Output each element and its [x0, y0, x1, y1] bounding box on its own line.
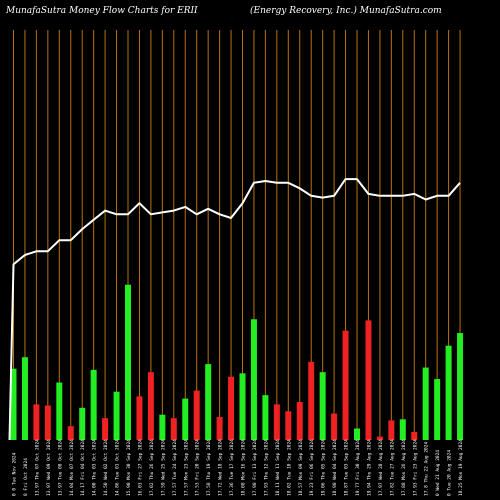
- x-tick-label: 19.23 Fri 06 Sep 2024: [309, 439, 315, 496]
- x-tick-label: 19.06 Thu 05 Sep 2024: [321, 439, 327, 496]
- money-flow-bar: [365, 320, 372, 440]
- money-flow-bar: [67, 426, 74, 440]
- x-tick-label: 17.88 Mon 26 Aug 2024: [401, 439, 407, 496]
- x-tick-label: 18.11 Wed 11 Sep 2024: [275, 439, 281, 496]
- x-tick-label: 14.50 Wed 02 Oct 2024: [103, 439, 109, 496]
- chart-title-right: (Energy Recovery, Inc.) MunafaSutra.com: [250, 6, 442, 16]
- money-flow-bar: [285, 411, 292, 440]
- x-tick-label: 0 Wed 21 Aug 2024: [435, 450, 441, 496]
- x-tick-label: 16.03 Fri 27 Sep 2024: [137, 439, 143, 496]
- money-flow-bar: [388, 420, 395, 440]
- money-flow-bar: [193, 390, 200, 440]
- money-flow-bar: [79, 407, 86, 440]
- x-tick-label: 18.25 Mon 19 Aug 2024: [458, 439, 464, 496]
- money-flow-bar: [33, 404, 40, 440]
- x-tick-label: 17.36 Tue 17 Sep 2024: [229, 439, 235, 496]
- x-tick-label: 17.58 Thu 19 Sep 2024: [206, 439, 212, 496]
- money-flow-bar: [170, 418, 177, 440]
- money-flow-bar: [10, 368, 17, 440]
- x-tick-label: 0 Tue 20 Aug 2024: [447, 450, 453, 496]
- x-tick-label: 17.82 Tue 27 Aug 2024: [389, 439, 395, 496]
- x-tick-label: 19.77 Fri 30 Aug 2024: [355, 439, 361, 496]
- x-tick-label: 18.08 Mon 16 Sep 2024: [241, 439, 247, 496]
- x-tick-label: 18.57 Mon 09 Sep 2024: [298, 439, 304, 496]
- money-flow-bar: [102, 418, 109, 440]
- money-flow-bar: [147, 372, 154, 440]
- money-flow-bar: [113, 391, 120, 440]
- x-tick-label: 19.94 Thu 29 Aug 2024: [366, 439, 372, 496]
- money-flow-bar: [399, 419, 406, 440]
- money-flow-bar: [273, 404, 280, 440]
- x-tick-label: 17.59 Wed 25 Sep 2024: [160, 439, 166, 496]
- price-line: [8, 178, 461, 441]
- money-flow-bar: [159, 414, 166, 440]
- money-flow-bar: [262, 395, 269, 440]
- money-flow-bar: [308, 361, 315, 440]
- x-tick-label: 17.57 Mon 23 Sep 2024: [183, 439, 189, 496]
- money-flow-bar: [319, 372, 326, 440]
- x-tick-label: 18.87 Tue 03 Sep 2024: [344, 439, 350, 496]
- money-flow-bar: [376, 436, 383, 440]
- money-flow-bar: [342, 330, 349, 440]
- money-flow-bar: [296, 402, 303, 440]
- x-tick-label: 17.98 Fri 13 Sep 2024: [252, 439, 258, 496]
- money-flow-bar: [457, 333, 464, 440]
- x-tick-label: 8 Fri Oct 2024: [23, 458, 29, 496]
- money-flow-bar: [239, 373, 246, 440]
- money-flow-bar: [182, 398, 189, 440]
- x-tick-label: 17.93 Fri 23 Aug 2024: [412, 439, 418, 496]
- money-flow-bar: [136, 396, 143, 440]
- x-tick-label: 14.00 Thu 03 Oct 2024: [92, 439, 98, 496]
- x-tick-label: 13.97 Wed 09 Oct 2024: [46, 439, 52, 496]
- money-flow-bar: [411, 431, 418, 440]
- x-tick-label: 0 0 Tue Nov 2024: [12, 452, 18, 496]
- money-flow-bar: [228, 376, 235, 440]
- money-flow-bar: [44, 405, 51, 440]
- money-flow-bar: [331, 413, 338, 440]
- x-tick-label: 17.97 Wed 28 Aug 2024: [378, 439, 384, 496]
- x-tick-label: 14.86 Tue 01 Oct 2024: [115, 439, 121, 496]
- x-tick-label: 18.02 Tue 10 Sep 2024: [286, 439, 292, 496]
- money-flow-bar: [125, 284, 131, 440]
- x-tick-label: 17.8 Thu 22 Aug 2024: [424, 442, 430, 496]
- x-tick-label: 14.17 Fri 04 Oct 2024: [80, 439, 86, 496]
- x-tick-label: 17.53 Fri 20 Sep 2024: [195, 439, 201, 496]
- money-flow-bar: [21, 357, 28, 440]
- x-tick-label: 17.57 Tue 24 Sep 2024: [172, 439, 178, 496]
- money-flow-bar: [56, 382, 63, 440]
- money-flow-bar: [90, 369, 97, 440]
- money-flow-bar: [205, 364, 212, 440]
- chart-title-left: MunafaSutra Money Flow Charts for ERII: [6, 6, 198, 16]
- x-tick-label: 17.93 Thu 12 Sep 2024: [263, 439, 269, 496]
- x-tick-label: 18.98 Wed 04 Sep 2024: [332, 439, 338, 496]
- money-flow-bar: [422, 367, 429, 440]
- x-tick-label: 15.90 Mon 30 Sep 2024: [126, 439, 132, 496]
- x-tick-label: 17.72 Wed 18 Sep 2024: [218, 439, 224, 496]
- x-tick-label: 13.97 Tue 08 Oct 2024: [57, 439, 63, 496]
- x-tick-label: 14.04 Mon 07 Oct 2024: [69, 439, 75, 496]
- money-flow-bar: [250, 319, 257, 440]
- x-tick-label: 13.97 Thu 07 Oct 2024: [34, 439, 40, 496]
- money-flow-bar: [354, 428, 360, 440]
- money-flow-bar: [216, 417, 223, 440]
- money-flow-bar: [445, 345, 452, 440]
- money-flow-bar: [434, 379, 441, 440]
- x-tick-label: 17.02 Thu 26 Sep 2024: [149, 439, 155, 496]
